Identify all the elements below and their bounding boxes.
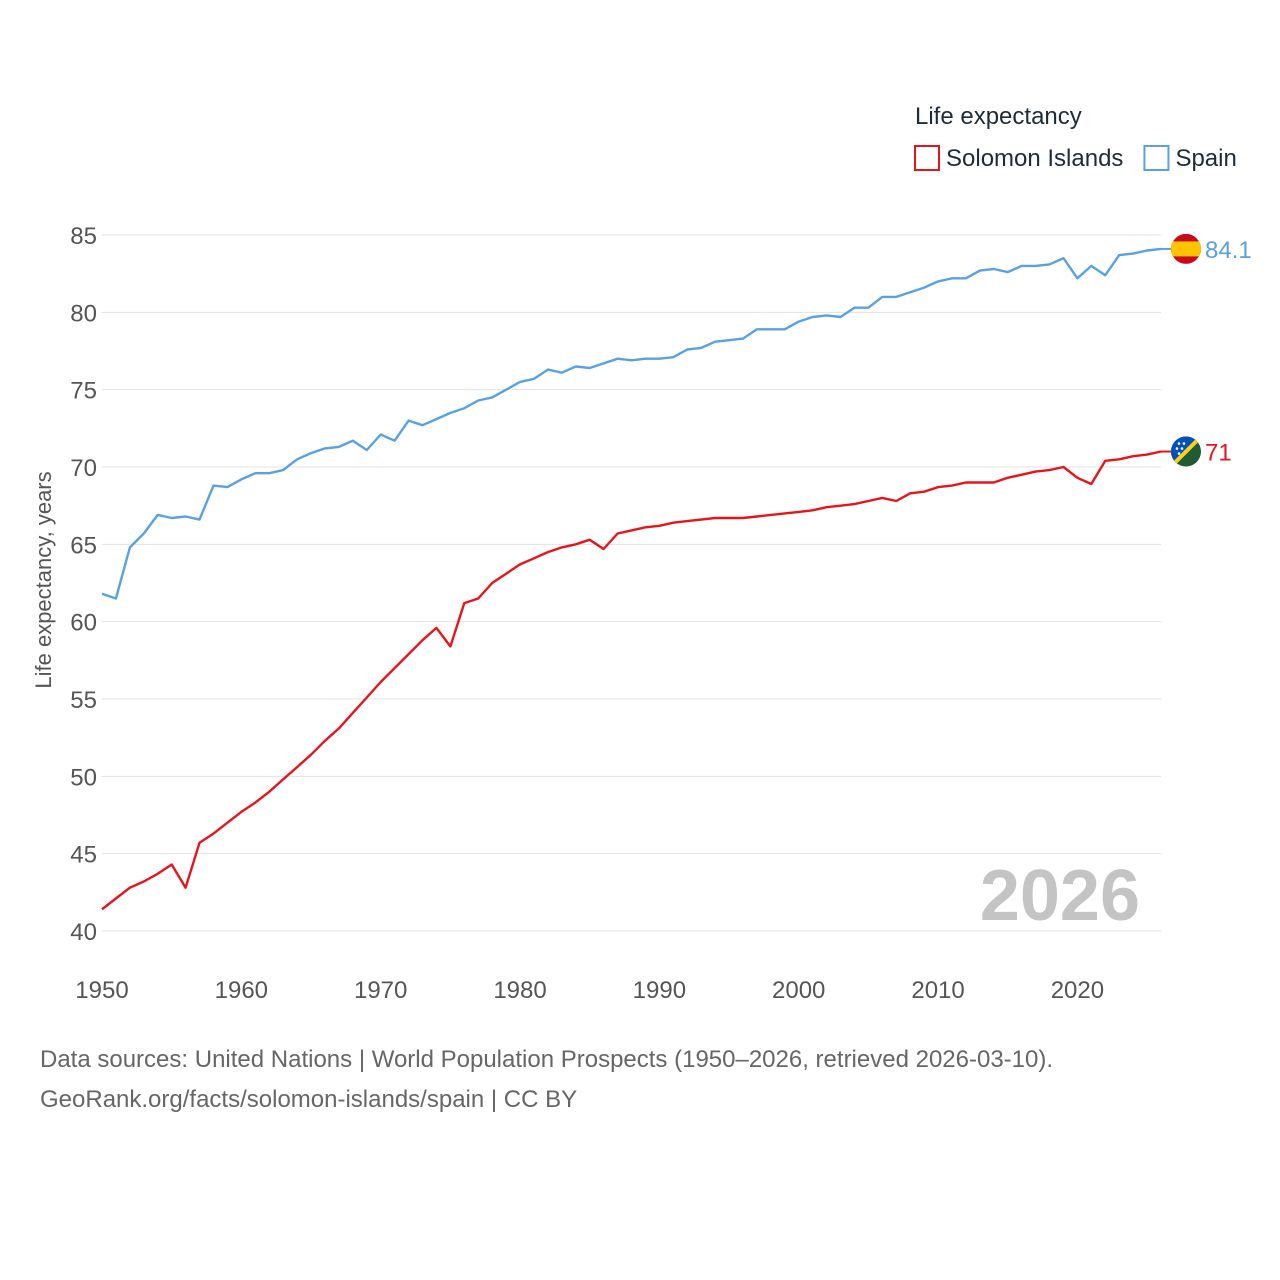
legend-swatch-spain <box>1143 145 1170 171</box>
legend[interactable]: Life expectancy Solomon Islands Spain <box>914 103 1237 172</box>
x-tick-label-1980: 1980 <box>493 977 546 1004</box>
x-tick-label-1970: 1970 <box>354 977 407 1004</box>
y-tick-label-45: 45 <box>70 842 97 869</box>
end-value-solomon-islands: 71 <box>1205 440 1232 467</box>
current-year-label: 2026 <box>980 856 1140 936</box>
series-lines <box>101 247 1162 911</box>
y-axis-title: Life expectancy, years <box>31 471 56 688</box>
data-sources-text: Data sources: United Nations | World Pop… <box>40 1046 1054 1073</box>
y-tick-label-65: 65 <box>70 532 97 559</box>
legend-label-solomon-islands: Solomon Islands <box>946 145 1123 172</box>
legend-label-spain: Spain <box>1175 145 1236 172</box>
end-value-spain: 84.1 <box>1205 237 1252 264</box>
legend-item-solomon-islands[interactable]: Solomon Islands <box>914 145 1123 172</box>
grid-lines <box>102 234 1161 932</box>
x-tick-label-1960: 1960 <box>215 977 268 1004</box>
y-tick-label-50: 50 <box>70 764 97 791</box>
legend-swatch-solomon-islands <box>914 145 940 171</box>
y-tick-label-55: 55 <box>70 687 97 714</box>
x-tick-label-2020: 2020 <box>1051 977 1104 1004</box>
y-tick-label-85: 85 <box>70 223 97 250</box>
attribution-text: GeoRank.org/facts/solomon-islands/spain … <box>40 1086 578 1113</box>
life-expectancy-chart: 40 45 50 55 60 65 70 75 80 85 1950 1960 1970 1980 199… <box>31 103 1252 1004</box>
solomon-islands-flag-icon <box>1171 436 1201 467</box>
y-tick-label-75: 75 <box>70 378 97 405</box>
x-tick-label-2010: 2010 <box>911 977 964 1004</box>
series-line-spain <box>101 247 1162 600</box>
legend-item-spain[interactable]: Spain <box>1143 145 1237 172</box>
legend-title: Life expectancy <box>915 103 1082 130</box>
y-tick-label-40: 40 <box>70 919 97 946</box>
y-tick-label-70: 70 <box>70 455 97 482</box>
y-tick-label-60: 60 <box>70 610 97 637</box>
x-tick-label-1950: 1950 <box>75 977 128 1004</box>
y-axis-ticks: 40 45 50 55 60 65 70 75 80 85 <box>70 223 97 946</box>
series-end-labels: 71 84.1 <box>1161 233 1252 467</box>
series-line-solomon-islands <box>101 450 1162 911</box>
x-tick-label-1990: 1990 <box>633 977 686 1004</box>
source-note: Data sources: United Nations | World Pop… <box>40 1040 1240 1120</box>
spain-flag-icon <box>1171 233 1201 264</box>
y-tick-label-80: 80 <box>70 300 97 327</box>
x-axis-ticks: 1950 1960 1970 1980 1990 2000 2010 2020 <box>75 977 1104 1004</box>
x-tick-label-2000: 2000 <box>772 977 825 1004</box>
